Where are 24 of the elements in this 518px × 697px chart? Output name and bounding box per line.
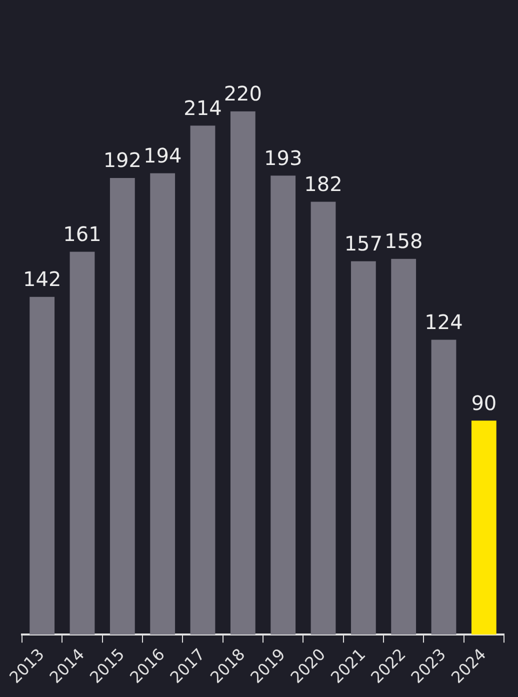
bar xyxy=(30,296,55,635)
data-label: 193 xyxy=(264,146,302,170)
bar xyxy=(391,258,416,635)
data-label: 158 xyxy=(384,229,423,254)
bar xyxy=(70,252,95,635)
data-label: 192 xyxy=(103,148,142,172)
data-label: 157 xyxy=(344,231,383,256)
bar xyxy=(310,202,336,635)
data-label: 90 xyxy=(471,390,497,415)
data-label: 220 xyxy=(224,82,262,106)
data-label: 182 xyxy=(304,172,342,196)
bar xyxy=(350,261,376,635)
data-label: 194 xyxy=(143,143,182,168)
bar xyxy=(471,420,496,635)
data-label: 161 xyxy=(63,222,102,246)
bar xyxy=(270,176,296,635)
data-label: 124 xyxy=(424,310,463,334)
data-label: 214 xyxy=(184,96,222,120)
bar xyxy=(230,111,256,635)
bar xyxy=(431,340,456,635)
bar xyxy=(150,173,176,635)
data-label: 142 xyxy=(22,267,62,292)
bar xyxy=(190,126,216,635)
bar xyxy=(110,178,135,635)
